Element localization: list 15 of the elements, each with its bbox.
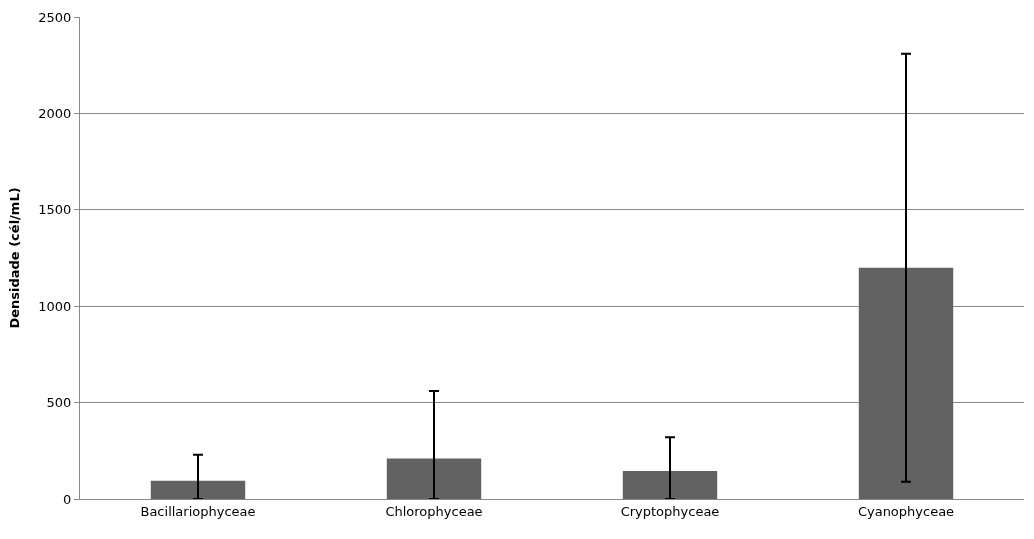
y-axis-title: Densidade (cél/mL): [7, 187, 23, 329]
y-tick-label: 2000: [38, 105, 72, 121]
bar: [622, 471, 718, 499]
x-tick-label: Chlorophyceae: [385, 503, 483, 519]
x-tick-label: Bacillariophyceae: [140, 503, 256, 519]
bar: [386, 458, 482, 499]
bar: [858, 267, 954, 499]
bar: [150, 480, 246, 499]
x-tick-label: Cryptophyceae: [620, 503, 720, 519]
x-tick-label: Cyanophyceae: [857, 503, 955, 519]
y-tick-label: 0: [63, 491, 72, 507]
y-tick-label: 1500: [38, 202, 72, 218]
y-tick-label: 1000: [38, 298, 72, 314]
y-tick-label: 2500: [38, 9, 72, 25]
y-tick-label: 500: [46, 395, 72, 411]
